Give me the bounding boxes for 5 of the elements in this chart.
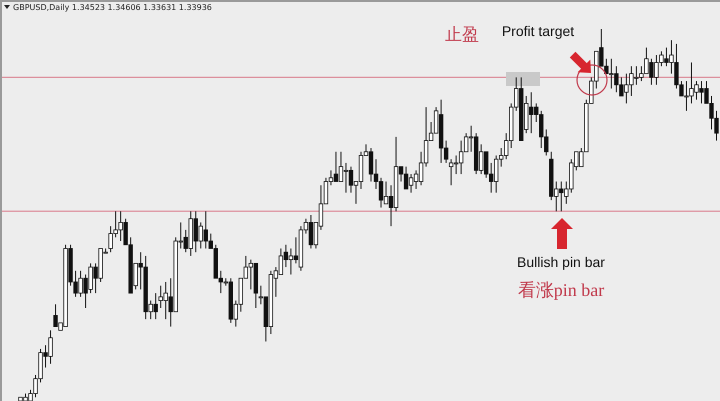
annotation: Bullish pin bar (517, 254, 606, 270)
annotation: Profit target (502, 23, 574, 39)
annotation: 看涨pin bar (518, 280, 604, 300)
annotation: 止盈 (445, 25, 479, 44)
chart-title: GBPUSD,Daily 1.34523 1.34606 1.33631 1.33936 (13, 3, 212, 12)
